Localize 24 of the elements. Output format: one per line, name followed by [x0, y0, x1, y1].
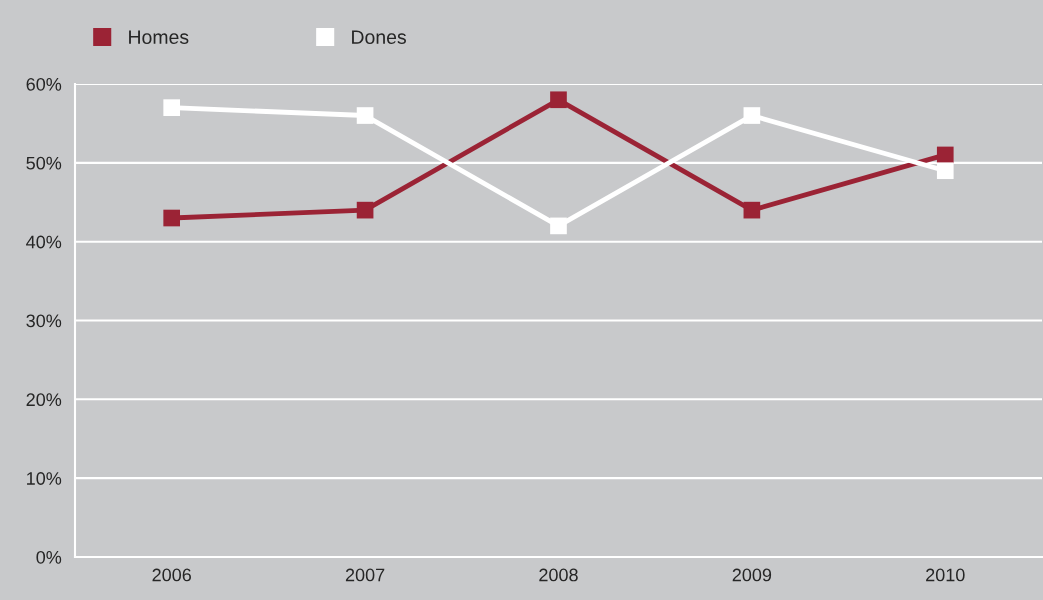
- x-tick-label: 2009: [732, 568, 772, 582]
- legend-label: Dones: [352, 30, 406, 44]
- point: [743, 201, 761, 219]
- legend-label: Homes: [129, 30, 189, 44]
- point: [550, 217, 567, 235]
- point: [356, 107, 374, 124]
- x-tick-label: 2008: [539, 568, 578, 582]
- point: [550, 91, 567, 109]
- point: [936, 162, 954, 180]
- point: [163, 209, 181, 227]
- y-tick-label: 40%: [26, 235, 62, 249]
- point: [936, 146, 954, 164]
- y-tick-label: 30%: [26, 314, 62, 328]
- y-tick-label: 10%: [27, 472, 62, 485]
- y-tick-label: 50%: [26, 156, 62, 170]
- point: [163, 99, 181, 116]
- x-tick-label: 2010: [926, 568, 965, 582]
- x-tick-label: 2006: [152, 568, 191, 582]
- y-tick-label: 60%: [26, 77, 62, 91]
- y-tick-label: 20%: [26, 393, 62, 407]
- point: [356, 201, 374, 219]
- y-tick-label: 0%: [36, 550, 62, 564]
- point: [743, 107, 761, 124]
- x-tick-label: 2007: [345, 568, 385, 582]
